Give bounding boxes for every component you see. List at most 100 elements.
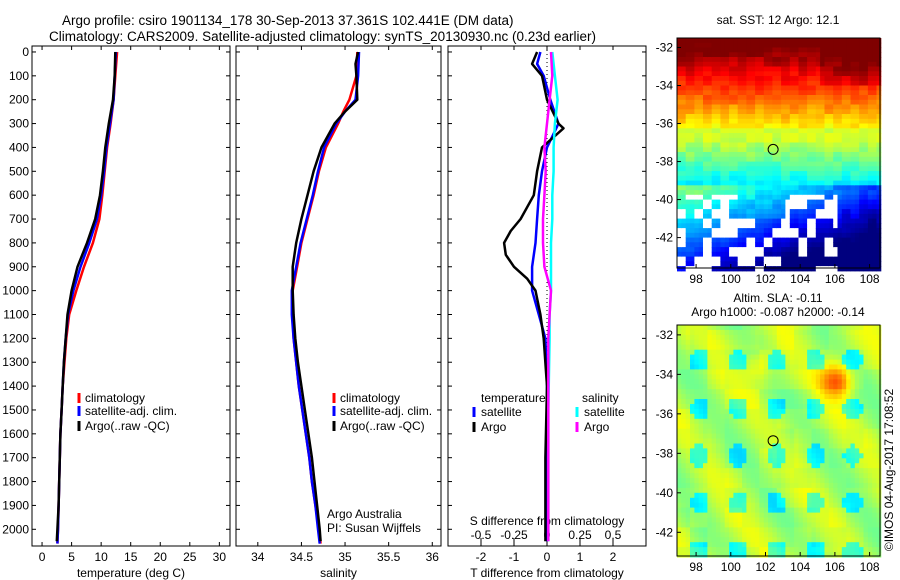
map-cell bbox=[776, 147, 782, 153]
map-cell bbox=[759, 487, 765, 494]
map-cell bbox=[716, 266, 721, 272]
map-cell bbox=[876, 487, 882, 494]
map-cell bbox=[768, 527, 773, 533]
map-cell bbox=[772, 99, 778, 106]
map-cell bbox=[724, 232, 730, 239]
map-cell bbox=[876, 394, 882, 400]
map-cell bbox=[850, 463, 856, 469]
map-cell bbox=[694, 438, 700, 444]
map-cell bbox=[820, 251, 825, 258]
map-cell bbox=[768, 463, 773, 469]
map-cell bbox=[746, 379, 752, 385]
map-cell bbox=[750, 180, 756, 186]
map-cell bbox=[698, 517, 704, 523]
map-cell bbox=[876, 47, 882, 53]
map-cell bbox=[798, 359, 804, 365]
map-cell bbox=[729, 527, 734, 533]
map-cell bbox=[863, 329, 869, 336]
map-cell bbox=[742, 344, 747, 351]
map-cell bbox=[850, 47, 856, 53]
map-cell bbox=[833, 99, 838, 106]
map-cell bbox=[841, 218, 847, 224]
map-cell bbox=[681, 232, 687, 239]
map-cell bbox=[833, 242, 838, 248]
map-cell bbox=[711, 458, 717, 464]
map-cell bbox=[742, 42, 747, 49]
map-cell bbox=[750, 487, 756, 494]
map-cell bbox=[798, 487, 804, 494]
map-cell bbox=[789, 237, 795, 243]
map-cell bbox=[707, 473, 713, 479]
map-cell bbox=[833, 468, 838, 474]
map-cell bbox=[776, 118, 782, 125]
map-cell bbox=[815, 413, 821, 420]
map-cell bbox=[737, 185, 743, 191]
map-cell bbox=[698, 194, 704, 201]
y-tick-label: -38 bbox=[656, 446, 674, 460]
map-cell bbox=[724, 329, 730, 336]
map-cell bbox=[811, 228, 817, 234]
map-cell bbox=[690, 242, 695, 248]
map-cell bbox=[833, 547, 838, 553]
map-cell bbox=[863, 152, 869, 158]
map-cell bbox=[733, 359, 739, 365]
map-cell bbox=[690, 325, 695, 331]
legend-label: satellite bbox=[584, 405, 625, 419]
map-cell bbox=[859, 517, 864, 523]
map-cell bbox=[716, 204, 721, 210]
map-cell bbox=[820, 542, 825, 548]
map-cell bbox=[846, 175, 851, 182]
map-cell bbox=[802, 209, 808, 215]
map-cell bbox=[781, 47, 786, 53]
map-cell bbox=[798, 123, 804, 129]
map-cell bbox=[859, 394, 864, 400]
map-cell bbox=[802, 232, 808, 239]
map-cell bbox=[690, 517, 695, 523]
map-cell bbox=[742, 204, 747, 210]
map-cell bbox=[850, 552, 856, 558]
map-cell bbox=[815, 152, 821, 158]
map-cell bbox=[794, 458, 799, 464]
map-cell bbox=[833, 71, 838, 77]
map-cell bbox=[729, 344, 734, 351]
map-cell bbox=[811, 90, 817, 96]
map-cell bbox=[820, 413, 825, 420]
map-cell bbox=[768, 137, 773, 144]
map-cell bbox=[846, 418, 851, 425]
map-cell bbox=[720, 109, 726, 115]
map-cell bbox=[785, 349, 791, 356]
map-cell bbox=[703, 237, 708, 243]
map-cell bbox=[759, 114, 765, 120]
map-cell bbox=[854, 448, 860, 454]
map-cell bbox=[729, 512, 734, 518]
map-cell bbox=[746, 349, 752, 356]
map-cell bbox=[716, 413, 721, 420]
map-cell bbox=[785, 99, 791, 106]
map-cell bbox=[824, 114, 830, 120]
map-cell bbox=[828, 80, 834, 87]
map-cell bbox=[685, 152, 691, 158]
map-cell bbox=[720, 171, 726, 177]
map-cell bbox=[750, 133, 756, 139]
map-cell bbox=[854, 228, 860, 234]
map-cell bbox=[789, 497, 795, 504]
map-cell bbox=[703, 61, 708, 68]
map-cell bbox=[824, 71, 830, 77]
map-cell bbox=[690, 128, 695, 134]
map-cell bbox=[824, 438, 830, 444]
map-cell bbox=[872, 438, 877, 444]
map-cell bbox=[763, 325, 769, 331]
map-cell bbox=[729, 142, 734, 148]
map-cell bbox=[711, 71, 717, 77]
map-cell bbox=[811, 261, 817, 267]
map-cell bbox=[781, 527, 786, 533]
map-cell bbox=[707, 384, 713, 390]
series-line-argo---raw--qc- bbox=[291, 51, 360, 542]
map-cell bbox=[794, 38, 799, 44]
map-cell bbox=[815, 71, 821, 77]
map-cell bbox=[798, 394, 804, 400]
map-cell bbox=[681, 537, 687, 543]
map-cell bbox=[746, 527, 752, 533]
map-cell bbox=[772, 325, 778, 331]
map-cell bbox=[820, 190, 825, 196]
